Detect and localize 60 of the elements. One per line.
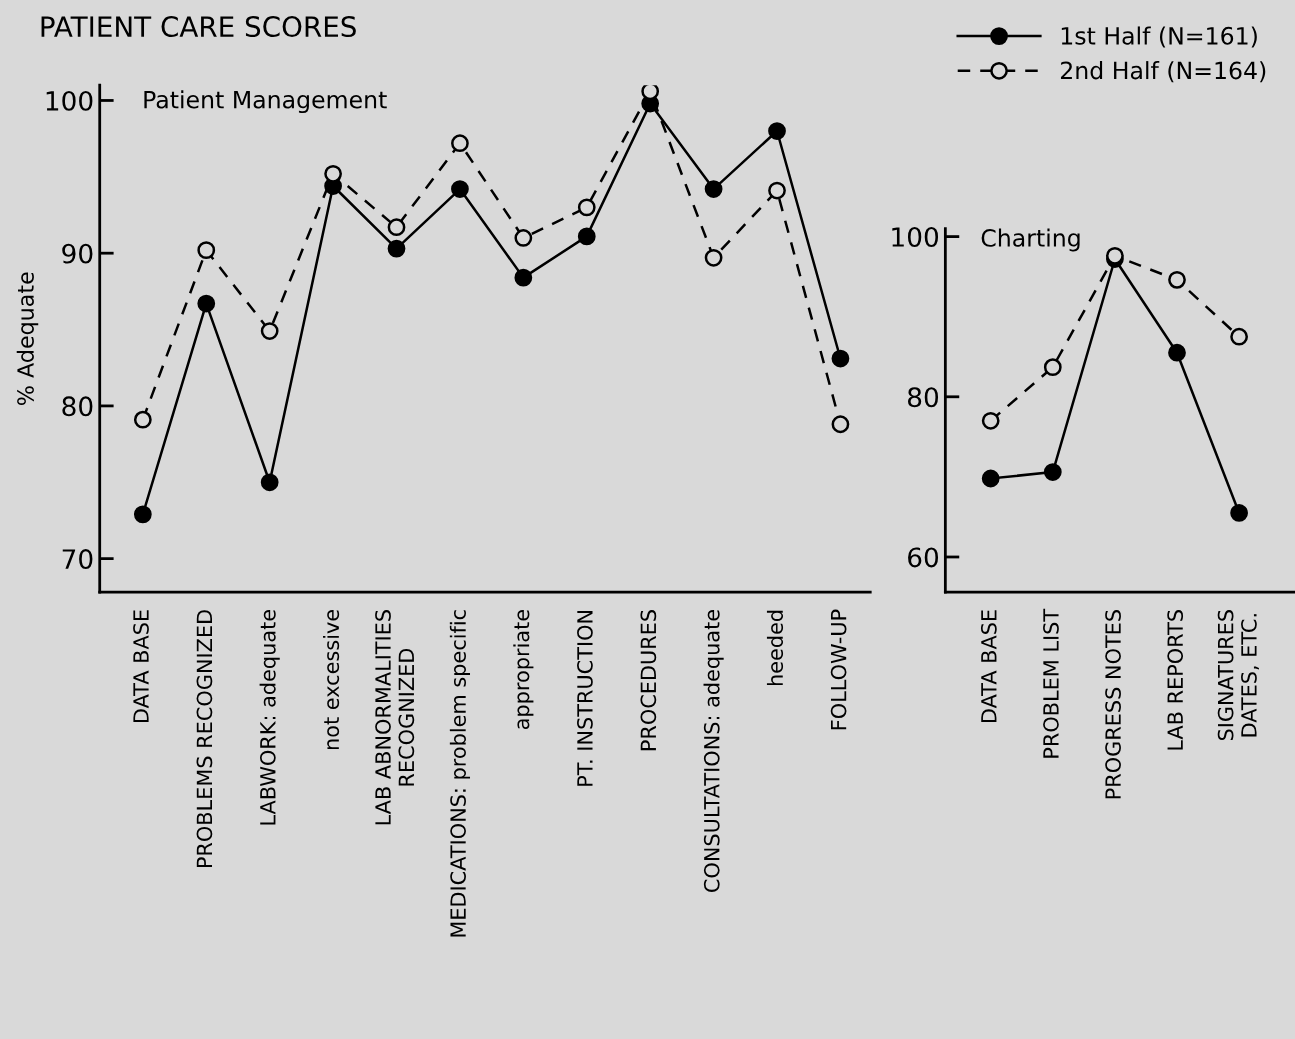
point — [133, 410, 152, 429]
legend-label: 1st Half (N=161) — [1061, 26, 1257, 48]
point — [1230, 327, 1248, 346]
x-tick-label: PT. INSTRUCTION — [577, 610, 593, 786]
point — [981, 469, 1000, 488]
y-tick-label: 70 — [62, 549, 93, 570]
y-tick-label: 100 — [892, 227, 939, 247]
point — [577, 227, 596, 246]
x-tick-label: SIGNATURES DATES, ETC. — [1217, 610, 1259, 741]
point — [514, 268, 533, 287]
point — [981, 411, 1000, 430]
point — [133, 505, 152, 524]
point — [768, 122, 786, 140]
y-tick-label: 90 — [62, 243, 93, 264]
point — [704, 248, 723, 267]
point — [451, 134, 469, 153]
x-tick-label: LABWORK: adequate — [259, 610, 280, 825]
point — [704, 180, 723, 198]
point — [577, 198, 596, 217]
point — [831, 349, 850, 368]
chart-subtitle: Patient Management — [144, 90, 387, 114]
point — [514, 229, 533, 247]
x-tick-label: PROGRESS NOTES — [1105, 610, 1121, 799]
x-tick-label: not excessive — [323, 610, 340, 750]
y-axis-title: % Adequate — [16, 272, 39, 405]
x-tick-label: LAB ABNORMALITIES RECOGNIZED — [375, 610, 415, 825]
point — [1168, 270, 1186, 289]
x-tick-label: DATA BASE — [133, 610, 149, 723]
y-tick-label: 100 — [46, 90, 93, 111]
point — [387, 218, 406, 237]
x-tick-label: FOLLOW-UP — [830, 609, 847, 730]
x-tick-label: LAB REPORTS — [1167, 610, 1184, 750]
point — [387, 239, 406, 258]
chart-title: PATIENT CARE SCORES — [41, 16, 356, 38]
x-tick-label: PROCEDURES — [640, 610, 657, 751]
point — [451, 180, 469, 198]
point — [1043, 358, 1062, 377]
x-tick-label: DATA BASE — [980, 610, 997, 723]
x-tick-label: appropriate — [513, 610, 534, 730]
chart-title: Charting — [981, 228, 1080, 252]
point — [324, 164, 342, 183]
x-tick-label: MEDICATIONS: problem specific — [449, 610, 471, 937]
point — [1230, 504, 1248, 522]
point — [1106, 246, 1124, 265]
point — [1043, 463, 1062, 481]
x-tick-label: heeded — [766, 610, 784, 686]
point — [260, 322, 279, 340]
point — [197, 294, 216, 313]
y-tick-label: 60 — [908, 547, 939, 568]
y-tick-label: 80 — [908, 387, 939, 408]
x-tick-label: CONSULTATIONS: adequate — [703, 610, 724, 892]
x-tick-label: PROBLEM LIST — [1043, 608, 1059, 758]
point — [1168, 343, 1186, 362]
y-tick-label: 80 — [62, 396, 93, 417]
point — [260, 473, 279, 492]
point — [197, 241, 216, 260]
point — [831, 415, 850, 434]
point — [768, 181, 786, 200]
x-tick-label: PROBLEMS RECOGNIZED — [196, 610, 213, 868]
legend-label: 2nd Half (N=164) — [1060, 61, 1266, 83]
